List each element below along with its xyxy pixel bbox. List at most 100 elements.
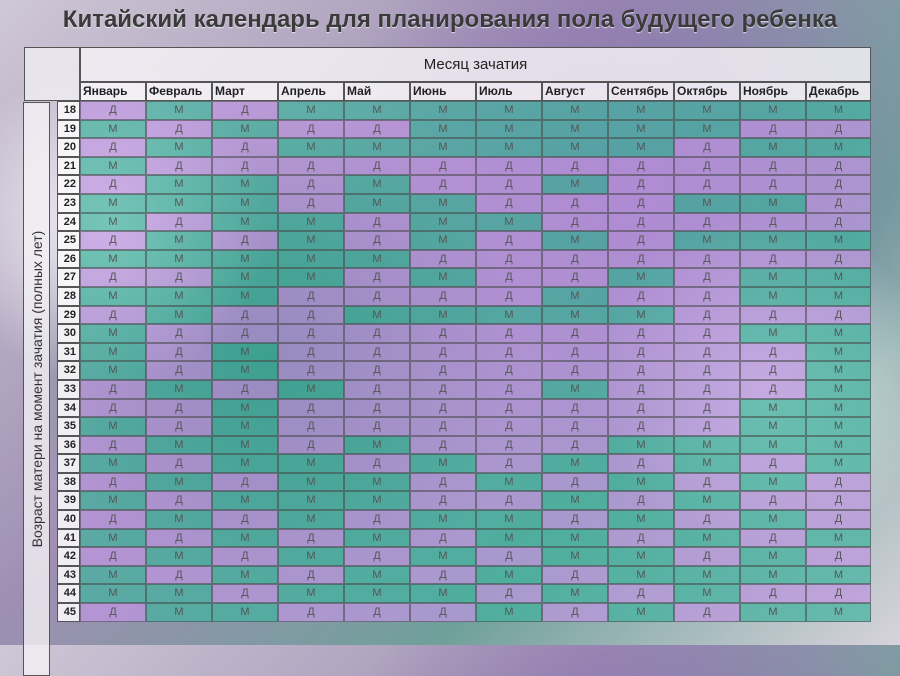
gender-cell: Д bbox=[278, 324, 344, 343]
gender-cell: М bbox=[476, 603, 542, 622]
gender-cell: М bbox=[608, 435, 674, 455]
gender-cell: М bbox=[344, 249, 410, 269]
table-row: 22 Д М М Д М Д Д М Д Д Д Д bbox=[57, 175, 871, 194]
table-row: 20 Д М Д М М М М М М Д М М bbox=[57, 138, 871, 157]
table-row: 44 М М Д М М М Д М Д М Д Д bbox=[57, 584, 871, 604]
age-cell: 22 bbox=[57, 175, 80, 194]
month-header-cell: Октябрь bbox=[674, 82, 740, 101]
gender-cell: М bbox=[674, 119, 740, 139]
gender-cell: Д bbox=[410, 324, 476, 343]
gender-cell: М bbox=[608, 472, 674, 492]
gender-cell: Д bbox=[212, 101, 278, 120]
gender-cell: М bbox=[476, 305, 542, 325]
gender-cell: Д bbox=[740, 454, 806, 473]
gender-cell: М bbox=[542, 286, 608, 306]
gender-cell: М bbox=[806, 286, 871, 306]
gender-cell: М bbox=[410, 193, 476, 213]
gender-cell: М bbox=[146, 101, 212, 120]
gender-cell: Д bbox=[740, 212, 806, 232]
gender-cell: М bbox=[740, 138, 806, 157]
gender-cell: М bbox=[344, 101, 410, 120]
gender-cell: Д bbox=[410, 435, 476, 455]
gender-cell: Д bbox=[542, 435, 608, 455]
gender-cell: Д bbox=[608, 342, 674, 362]
age-cell: 26 bbox=[57, 249, 80, 269]
gender-cell: Д bbox=[542, 510, 608, 529]
gender-cell: Д bbox=[212, 472, 278, 492]
gender-cell: Д bbox=[410, 156, 476, 176]
gender-cell: М bbox=[344, 193, 410, 213]
gender-cell: Д bbox=[410, 249, 476, 269]
gender-cell: Д bbox=[542, 603, 608, 622]
gender-cell: М bbox=[146, 305, 212, 325]
gender-cell: М bbox=[674, 435, 740, 455]
gender-cell: Д bbox=[542, 565, 608, 585]
gender-cell: М bbox=[410, 119, 476, 139]
gender-cell: Д bbox=[278, 398, 344, 418]
gender-cell: Д bbox=[740, 491, 806, 511]
gender-cell: М bbox=[608, 510, 674, 529]
table-row: 35 М Д М Д Д Д Д Д Д Д М М bbox=[57, 417, 871, 436]
gender-cell: Д bbox=[278, 342, 344, 362]
gender-cell: М bbox=[212, 417, 278, 436]
gender-cell: М bbox=[146, 379, 212, 399]
gender-cell: М bbox=[80, 361, 146, 380]
gender-cell: Д bbox=[344, 119, 410, 139]
gender-cell: М bbox=[80, 119, 146, 139]
gender-cell: М bbox=[608, 138, 674, 157]
gender-cell: Д bbox=[674, 510, 740, 529]
gender-cell: М bbox=[212, 249, 278, 269]
gender-cell: М bbox=[806, 435, 871, 455]
age-cell: 38 bbox=[57, 472, 80, 492]
gender-cell: М bbox=[212, 398, 278, 418]
gender-cell: М bbox=[806, 379, 871, 399]
table-row: 42 Д М Д М Д М Д М М Д М Д bbox=[57, 547, 871, 566]
gender-cell: М bbox=[740, 268, 806, 287]
gender-cell: М bbox=[542, 547, 608, 566]
table-row: 19 М Д М Д Д М М М М М Д Д bbox=[57, 119, 871, 139]
age-cell: 36 bbox=[57, 435, 80, 455]
gender-cell: Д bbox=[542, 342, 608, 362]
gender-cell: М bbox=[344, 472, 410, 492]
gender-cell: Д bbox=[476, 435, 542, 455]
gender-cell: Д bbox=[542, 324, 608, 343]
gender-cell: Д bbox=[212, 138, 278, 157]
gender-cell: М bbox=[674, 231, 740, 250]
gender-cell: М bbox=[80, 324, 146, 343]
gender-cell: Д bbox=[608, 212, 674, 232]
gender-cell: М bbox=[212, 268, 278, 287]
gender-cell: Д bbox=[278, 286, 344, 306]
gender-cell: Д bbox=[674, 472, 740, 492]
table-row: 34 Д Д М Д Д Д Д Д Д Д М М bbox=[57, 398, 871, 418]
month-header-cell: Сентябрь bbox=[608, 82, 674, 101]
age-cell: 39 bbox=[57, 491, 80, 511]
gender-cell: Д bbox=[806, 249, 871, 269]
gender-cell: Д bbox=[146, 398, 212, 418]
gender-cell: Д bbox=[608, 249, 674, 269]
gender-cell: Д bbox=[146, 361, 212, 380]
age-cell: 45 bbox=[57, 603, 80, 622]
age-cell: 24 bbox=[57, 212, 80, 232]
gender-cell: М bbox=[80, 286, 146, 306]
gender-cell: М bbox=[740, 398, 806, 418]
gender-cell: Д bbox=[740, 249, 806, 269]
age-cell: 29 bbox=[57, 305, 80, 325]
gender-cell: М bbox=[674, 584, 740, 604]
gender-cell: Д bbox=[344, 324, 410, 343]
gender-cell: Д bbox=[410, 286, 476, 306]
gender-cell: Д bbox=[344, 286, 410, 306]
gender-cell: Д bbox=[146, 528, 212, 548]
gender-cell: М bbox=[608, 305, 674, 325]
gender-cell: Д bbox=[278, 603, 344, 622]
gender-cell: М bbox=[146, 138, 212, 157]
gender-cell: М bbox=[740, 101, 806, 120]
gender-cell: М bbox=[80, 454, 146, 473]
age-cell: 23 bbox=[57, 193, 80, 213]
age-cell: 42 bbox=[57, 547, 80, 566]
gender-cell: Д bbox=[542, 472, 608, 492]
gender-cell: М bbox=[410, 231, 476, 250]
month-header-cell: Декабрь bbox=[806, 82, 871, 101]
gender-cell: М bbox=[212, 286, 278, 306]
gender-cell: М bbox=[740, 435, 806, 455]
gender-cell: Д bbox=[410, 528, 476, 548]
